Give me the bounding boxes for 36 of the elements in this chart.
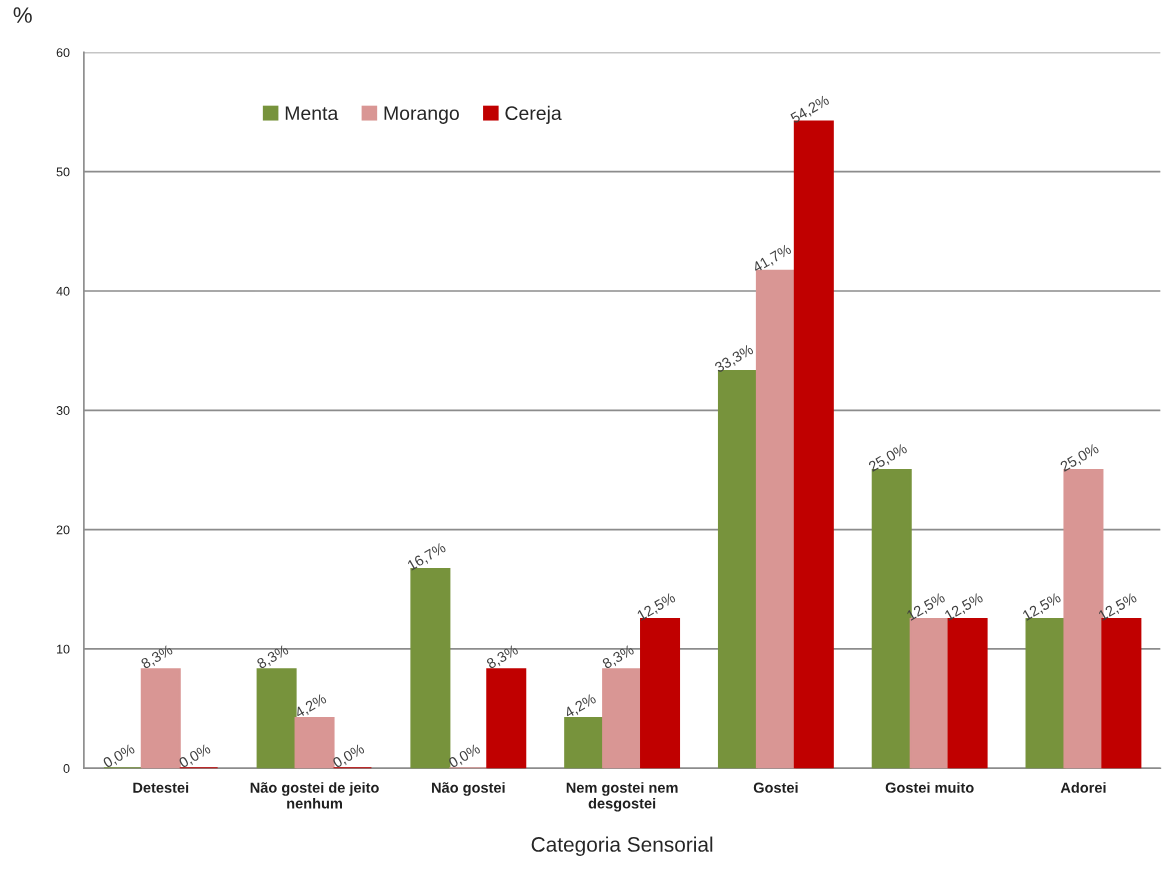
x-tick-label: Nem gostei nem desgostei (566, 782, 678, 812)
bar (755, 269, 796, 769)
data-label: 8,3% (485, 644, 520, 671)
x-tick-label: Adorei (1060, 782, 1106, 793)
bar (294, 717, 335, 769)
data-label: 8,3% (601, 644, 636, 671)
bar (564, 717, 605, 769)
data-label: 0,0% (102, 743, 137, 770)
bar (602, 668, 643, 769)
bar (486, 668, 527, 769)
legend-label: Menta (285, 106, 339, 121)
x-axis-title: Categoria Sensorial (531, 836, 713, 856)
x-tick-label: Gostei muito (885, 782, 974, 793)
y-tick-label: 50 (56, 167, 70, 177)
bar (256, 668, 297, 769)
data-label: 4,2% (293, 693, 328, 720)
data-label: 4,2% (563, 693, 598, 720)
data-label: 0,0% (331, 743, 366, 770)
bar (140, 668, 181, 769)
y-tick-label: 20 (56, 525, 70, 535)
y-tick-label: 30 (56, 406, 70, 415)
data-label: 0,0% (178, 743, 213, 770)
legend-label: Cereja (505, 105, 562, 124)
y-tick-label: 0 (63, 764, 70, 773)
x-tick-label: Não gostei (432, 782, 505, 796)
x-tick-label: Detestei (133, 782, 189, 793)
x-tick-label: Gostei (753, 782, 798, 793)
legend-label: Morango (384, 106, 459, 124)
data-label: 8,3% (140, 644, 175, 671)
y-tick-label: 40 (56, 286, 70, 296)
data-label: 0,0% (447, 743, 482, 770)
data-label: 8,3% (256, 644, 290, 671)
y-axis-title: % (13, 7, 32, 23)
x-tick-label: Não gostei de jeito nenhum (250, 782, 379, 809)
y-tick-label: 10 (57, 644, 70, 654)
y-tick-label: 60 (56, 48, 70, 58)
